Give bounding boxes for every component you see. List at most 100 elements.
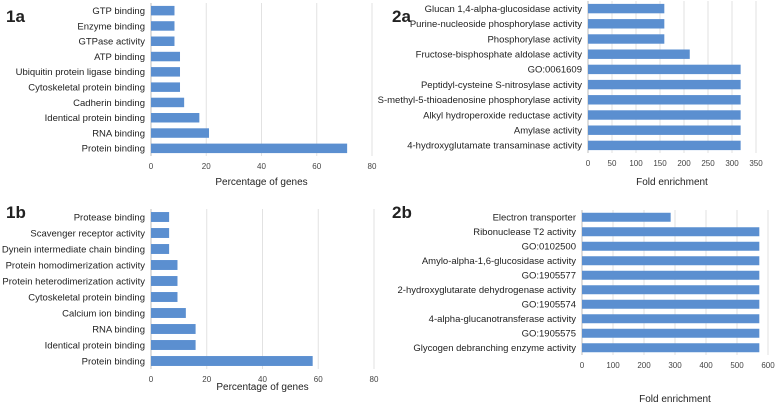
bar-1b (151, 324, 196, 334)
bar-1a (151, 36, 175, 46)
bar-2b (582, 343, 760, 353)
tick-label-1b: 80 (370, 375, 379, 384)
bar-2a (588, 125, 741, 135)
category-label-2a: Fructose-bisphosphate aldolase activity (416, 50, 583, 61)
tick-label-2a: 250 (701, 159, 715, 168)
panel-label-1b: 1b (6, 203, 26, 222)
category-label-2a: Amylase activity (514, 126, 582, 137)
category-label-2a: Phosphorylase activity (487, 34, 582, 45)
panel-label-2a: 2a (392, 7, 411, 26)
bar-1a (151, 67, 181, 77)
bar-2a (588, 19, 665, 29)
bar-2b (582, 212, 671, 222)
category-label-1b: Protein binding (82, 356, 145, 367)
axis-title-2a: Fold enrichment (636, 177, 708, 188)
tick-label-2a: 0 (586, 159, 591, 168)
category-label-1a: Protein binding (82, 144, 145, 155)
category-label-1a: Cadherin binding (73, 98, 145, 109)
tick-label-2a: 150 (653, 159, 667, 168)
bar-2b (582, 241, 760, 251)
bar-2a (588, 95, 741, 105)
bar-1b (151, 212, 170, 222)
tick-label-1a: 0 (149, 162, 154, 171)
bar-1a (151, 113, 200, 123)
category-label-1a: Enzyme binding (77, 21, 145, 32)
tick-label-2a: 200 (677, 159, 691, 168)
tick-label-2a: 350 (749, 159, 763, 168)
tick-label-1a: 60 (312, 162, 321, 171)
category-label-1b: Identical protein binding (45, 340, 145, 351)
bar-2a (588, 64, 741, 75)
bar-2b (582, 256, 760, 266)
bar-1a (151, 21, 175, 31)
tick-label-2b: 300 (668, 361, 682, 370)
category-label-1b: Protease binding (74, 212, 145, 223)
axis-title-1a: Percentage of genes (215, 177, 307, 188)
category-label-2b: Glycogen debranching enzyme activity (413, 343, 576, 354)
bar-1a (151, 97, 185, 108)
bar-1a (151, 128, 210, 138)
category-label-2a: 4-hydroxyglutamate transaminase activity (407, 141, 582, 152)
bar-2a (588, 140, 741, 151)
category-label-2a: Peptidyl-cysteine S-nitrosylase activity (421, 80, 582, 91)
category-label-1a: Ubiquitin protein ligase binding (16, 67, 145, 78)
category-label-2a: Glucan 1,4-alpha-glucosidase activity (425, 4, 583, 15)
bar-2a (588, 79, 741, 90)
category-label-1a: GTPase activity (78, 37, 145, 48)
tick-label-1b: 40 (258, 375, 267, 384)
tick-label-2b: 0 (580, 361, 585, 370)
category-label-1a: Cytoskeletal protein binding (28, 82, 145, 93)
tick-label-2a: 50 (608, 159, 617, 168)
tick-label-2a: 100 (629, 159, 643, 168)
tick-label-1a: 40 (257, 162, 266, 171)
bar-2a (588, 49, 690, 59)
tick-label-2b: 400 (699, 361, 713, 370)
category-label-1b: Scavenger receptor activity (30, 228, 145, 239)
category-label-2b: GO:1905577 (522, 271, 576, 282)
bar-1b (151, 244, 170, 254)
bar-1b (151, 276, 178, 286)
tick-label-1b: 20 (202, 375, 211, 384)
category-label-2a: Alkyl hydroperoxide reductase activity (423, 110, 582, 121)
tick-label-2b: 500 (730, 361, 744, 370)
bar-1a (151, 51, 181, 62)
panel-label-1a: 1a (6, 7, 25, 26)
bar-2a (588, 34, 665, 44)
category-label-2b: GO:1905574 (522, 300, 576, 311)
bar-2a (588, 3, 665, 14)
category-label-1b: Protein homodimerization activity (6, 260, 146, 271)
category-label-2b: Electron transporter (493, 213, 576, 224)
bar-2b (582, 285, 760, 295)
category-label-1b: RNA binding (92, 324, 145, 335)
bar-1b (151, 292, 178, 302)
category-label-1a: GTP binding (92, 6, 145, 17)
category-label-1a: Identical protein binding (45, 113, 145, 124)
bar-1b (151, 308, 186, 318)
category-label-2a: Purine-nucleoside phosphorylase activity (410, 19, 582, 30)
panel-label-2b: 2b (392, 203, 412, 222)
category-label-2a: S-methyl-5-thioadenosine phosphorylase a… (378, 95, 583, 106)
tick-label-2b: 600 (761, 361, 775, 370)
category-label-2b: Ribonuclease T2 activity (473, 227, 576, 238)
category-label-1a: RNA binding (92, 128, 145, 139)
axis-title-1b: Percentage of genes (216, 382, 308, 393)
axis-title-2b: Fold enrichment (639, 394, 711, 405)
tick-label-2a: 300 (725, 159, 739, 168)
tick-label-1a: 80 (368, 162, 377, 171)
category-label-2b: GO:1905575 (522, 329, 576, 340)
tick-label-1a: 20 (202, 162, 211, 171)
bar-2b (582, 270, 760, 280)
bar-2b (582, 314, 760, 324)
category-label-1b: Protein heterodimerization activity (2, 276, 145, 287)
tick-label-2b: 200 (637, 361, 651, 370)
category-label-2b: 4-alpha-glucanotransferase activity (429, 314, 577, 325)
bar-2a (588, 110, 741, 120)
bar-1b (151, 228, 170, 238)
category-label-2b: GO:0102500 (522, 242, 576, 253)
bar-1a (151, 5, 175, 16)
category-label-2b: 2-hydroxyglutarate dehydrogenase activit… (398, 285, 577, 296)
category-label-2a: GO:0061609 (528, 65, 582, 76)
category-label-1b: Cytoskeletal protein binding (28, 292, 145, 303)
bar-2b (582, 328, 760, 338)
